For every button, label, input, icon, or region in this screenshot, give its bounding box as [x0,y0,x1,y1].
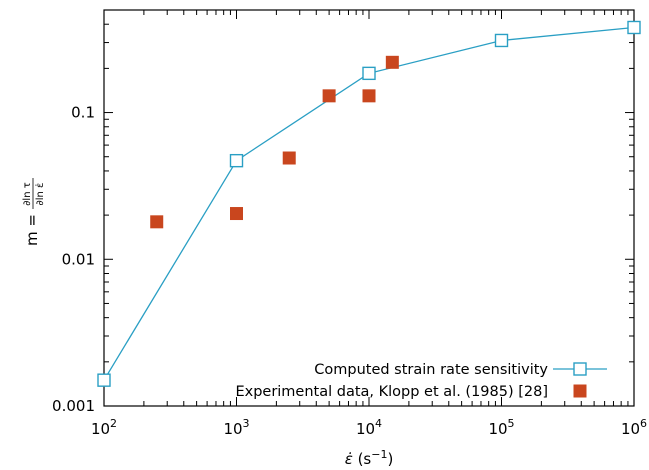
plot-series [97,20,641,387]
x-tick-label: 103 [223,417,249,438]
experimental-point [150,215,164,229]
x-tick-label: 105 [488,417,514,438]
experimental-point [362,89,376,103]
y-tick-label: 0.001 [52,397,95,415]
axis-labels: ε̇ (s−1) m = ∂ln τ ∂ln ε̇ [22,178,393,468]
x-tick-label: 106 [621,417,647,438]
experimental-point [385,55,399,69]
y-tick-label: 0.1 [71,104,95,122]
computed-point [229,153,244,168]
x-axis-title: ε̇ (s−1) [345,448,394,468]
legend-label-computed: Computed strain rate sensitivity [314,362,548,378]
experimental-point [322,89,336,103]
x-tick-label: 102 [91,417,117,438]
experimental-point [282,151,296,165]
y-axis-title-numerator: ∂ln τ [22,182,33,206]
legend-label-experimental: Experimental data, Klopp et al. (1985) [… [235,384,548,400]
y-axis-title-denominator: ∂ln ε̇ [34,183,46,206]
computed-point [97,373,111,387]
computed-point [362,66,376,81]
experimental-point [230,207,243,221]
y-tick-label: 0.01 [62,250,95,268]
axis-ticks: 102 103 104 105 106 0.001 0.01 0.1 [52,9,647,438]
x-tick-label: 104 [356,417,382,438]
legend-marker-computed [573,362,587,376]
computed-point [627,20,641,35]
y-axis-title: m = ∂ln τ ∂ln ε̇ [22,178,46,246]
y-axis-title-lhs: m = [23,214,41,246]
computed-point [494,33,509,48]
computed-series-line [103,26,635,381]
legend: Computed strain rate sensitivity Experime… [235,362,607,400]
legend-marker-experimental [573,384,587,398]
